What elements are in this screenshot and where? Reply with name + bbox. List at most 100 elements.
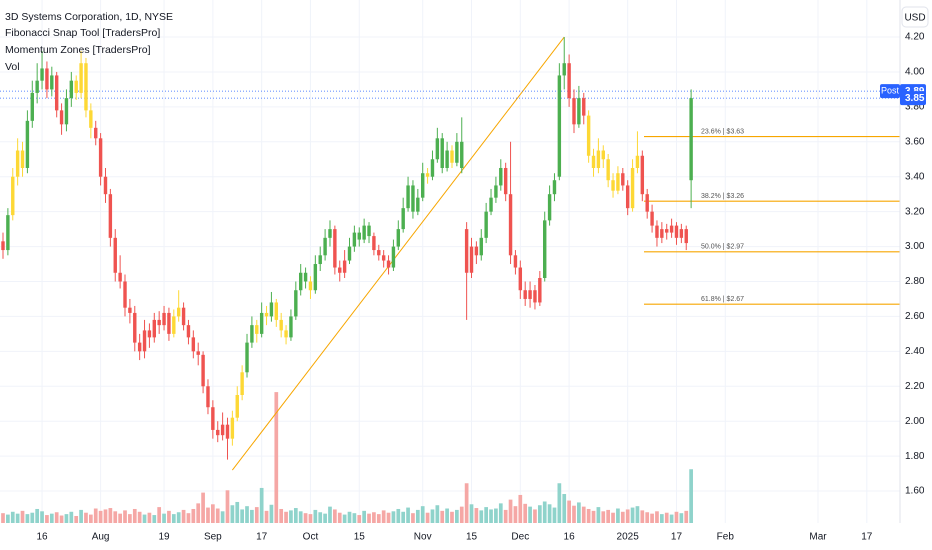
y-tick-label: 1.80	[905, 451, 925, 462]
candle-body	[98, 138, 103, 177]
candle-body	[333, 229, 337, 268]
volume-bar	[225, 490, 230, 523]
y-tick-label: 2.20	[905, 381, 925, 392]
candle-body	[50, 75, 54, 90]
candle-body	[391, 246, 396, 268]
indicator-label: Fibonacci Snap Tool [TradersPro]	[5, 27, 160, 39]
chart-title: 3D Systems Corporation, 1D, NYSE	[5, 11, 173, 23]
volume-bar	[362, 510, 366, 523]
volume-bar	[625, 509, 630, 523]
candle-body	[508, 194, 513, 256]
candle-body	[464, 229, 469, 273]
volume-bar	[162, 513, 166, 523]
candle-body	[543, 220, 547, 279]
overlays: 23.6% | $3.63 38.2% | $3.26 50.0% | $2.97 6…	[0, 36, 900, 471]
candle-body	[25, 120, 30, 168]
currency-button[interactable]	[901, 6, 929, 28]
candle-body	[381, 255, 386, 261]
volume-bar	[586, 508, 591, 523]
candle-body	[416, 197, 420, 212]
candle-body	[367, 225, 371, 237]
candle-body	[162, 312, 166, 326]
candle-body	[176, 307, 181, 317]
volume-bar	[269, 504, 274, 523]
candle-body	[269, 302, 274, 317]
candle-body	[528, 290, 532, 299]
candle-body	[689, 98, 693, 181]
candle-body	[533, 290, 537, 303]
y-tick-label: 3.80	[905, 102, 925, 113]
candle-body	[635, 155, 640, 168]
candle-body	[430, 159, 435, 177]
volume-bar	[293, 508, 298, 523]
volume-bar	[567, 500, 571, 523]
volume-bar	[284, 511, 288, 523]
candle-body	[45, 68, 49, 90]
volume-bar	[591, 510, 596, 523]
volume-bar	[455, 509, 459, 523]
candle-body	[474, 246, 479, 256]
candle-body	[420, 173, 425, 198]
volume-bar	[176, 512, 181, 523]
volume-bar	[103, 509, 108, 523]
candle-body	[118, 272, 122, 282]
volume-bar	[620, 511, 625, 523]
candle-body	[6, 215, 10, 251]
candle-body	[298, 272, 303, 291]
candle-body	[625, 185, 630, 209]
volume-bar	[635, 506, 640, 523]
volume-bar	[254, 507, 259, 523]
y-tick-label: 3.40	[905, 171, 925, 182]
currency-label[interactable]: USD	[904, 13, 925, 24]
volume-bar	[303, 513, 308, 523]
volume-bar	[59, 515, 64, 523]
y-tick-label: 2.40	[905, 346, 925, 357]
candle-body	[328, 229, 332, 238]
candle-body	[499, 167, 503, 186]
volume-bar	[401, 511, 406, 523]
volume-bar	[464, 483, 469, 523]
volume-bar	[323, 513, 327, 523]
candle-body	[596, 150, 601, 168]
candle-body	[640, 155, 645, 195]
volume-bar	[132, 508, 137, 523]
volume-bar	[298, 511, 303, 523]
candle-body	[211, 407, 215, 430]
indicator-label: Momentum Zones [TradersPro]	[5, 44, 151, 56]
volume-bar	[572, 505, 576, 523]
candle-body	[655, 225, 659, 238]
volume-bar	[20, 510, 25, 523]
volume-bar	[479, 510, 484, 523]
candle-body	[396, 229, 401, 247]
volume-bar	[342, 514, 347, 523]
y-tick-label: 3.00	[905, 241, 925, 252]
candle-body	[645, 194, 649, 212]
volume-bar	[137, 511, 142, 523]
candle-body	[684, 229, 688, 244]
volume-bar	[167, 510, 171, 523]
volume-bar	[333, 509, 337, 523]
volume-bar	[88, 514, 93, 523]
volume-bar	[645, 512, 650, 523]
candle-body	[538, 278, 542, 303]
candle-body	[20, 150, 25, 168]
volume-bar	[498, 503, 503, 523]
volume-bar	[30, 512, 35, 523]
volume-bar	[289, 510, 293, 523]
volume-bar	[562, 494, 567, 523]
volume-bar	[611, 512, 615, 523]
volume-bar	[523, 503, 528, 523]
candle-body	[308, 281, 313, 291]
candle-body	[64, 98, 69, 125]
grid	[0, 0, 900, 523]
volume-bar	[108, 508, 113, 523]
candle-body	[679, 229, 684, 238]
volume-bar	[440, 510, 445, 523]
candle-body	[142, 330, 147, 352]
candle-body	[591, 155, 596, 168]
candle-body	[630, 167, 635, 209]
volume-bar	[230, 505, 235, 523]
x-tick-label: 16	[36, 532, 48, 543]
candle-body	[513, 255, 518, 268]
